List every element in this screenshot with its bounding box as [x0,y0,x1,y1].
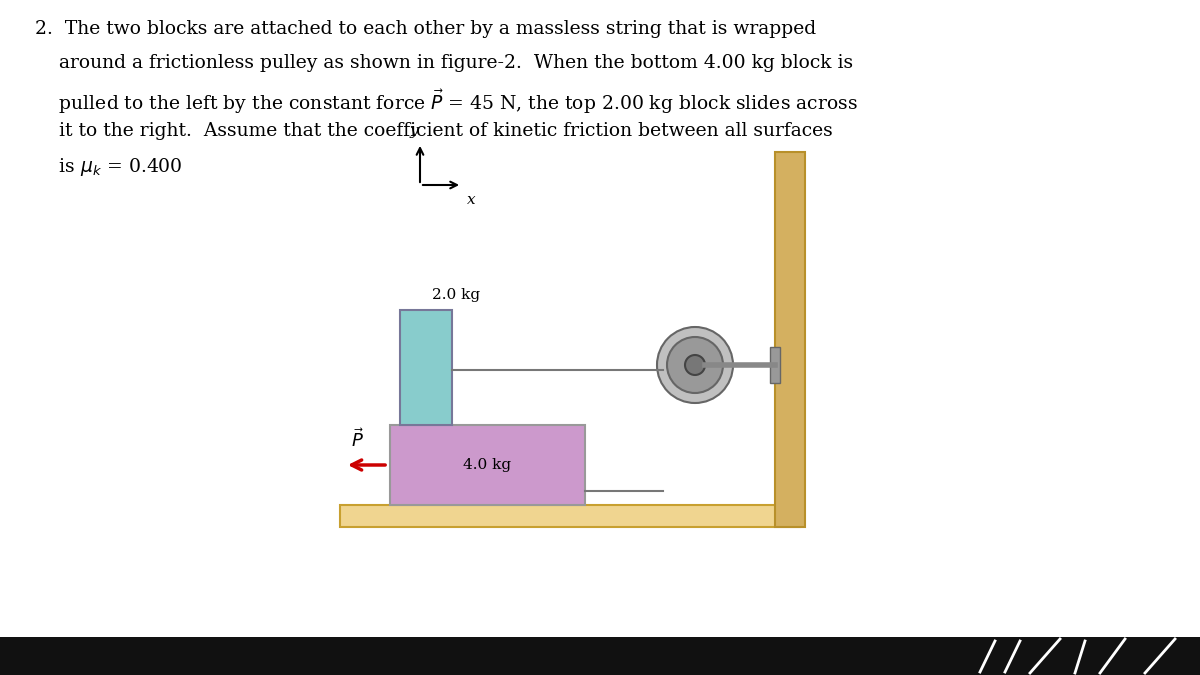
Bar [0,637,1200,675]
Bar [390,425,586,505]
Text: 2.  The two blocks are attached to each other by a massless string that is wrapp: 2. The two blocks are attached to each o… [35,20,816,38]
Text: $\vec{P}$: $\vec{P}$ [350,428,364,451]
Circle shape [667,337,722,393]
Text: 2.0 kg: 2.0 kg [432,288,480,302]
Text: pulled to the left by the constant force $\vec{P}$ = 45 N, the top 2.00 kg block: pulled to the left by the constant force… [35,88,858,116]
Text: 4.0 kg: 4.0 kg [463,458,511,472]
Bar [400,310,452,425]
Text: around a frictionless pulley as shown in figure-2.  When the bottom 4.00 kg bloc: around a frictionless pulley as shown in… [35,54,853,72]
Bar [775,152,805,527]
Circle shape [658,327,733,403]
Text: is $\mu_k$ = 0.400: is $\mu_k$ = 0.400 [35,156,182,178]
Text: x: x [467,193,475,207]
Bar [770,347,780,383]
Bar [340,505,800,527]
Circle shape [685,355,706,375]
Text: y: y [409,124,419,138]
Text: it to the right.  Assume that the coefficient of kinetic friction between all su: it to the right. Assume that the coeffic… [35,122,833,140]
